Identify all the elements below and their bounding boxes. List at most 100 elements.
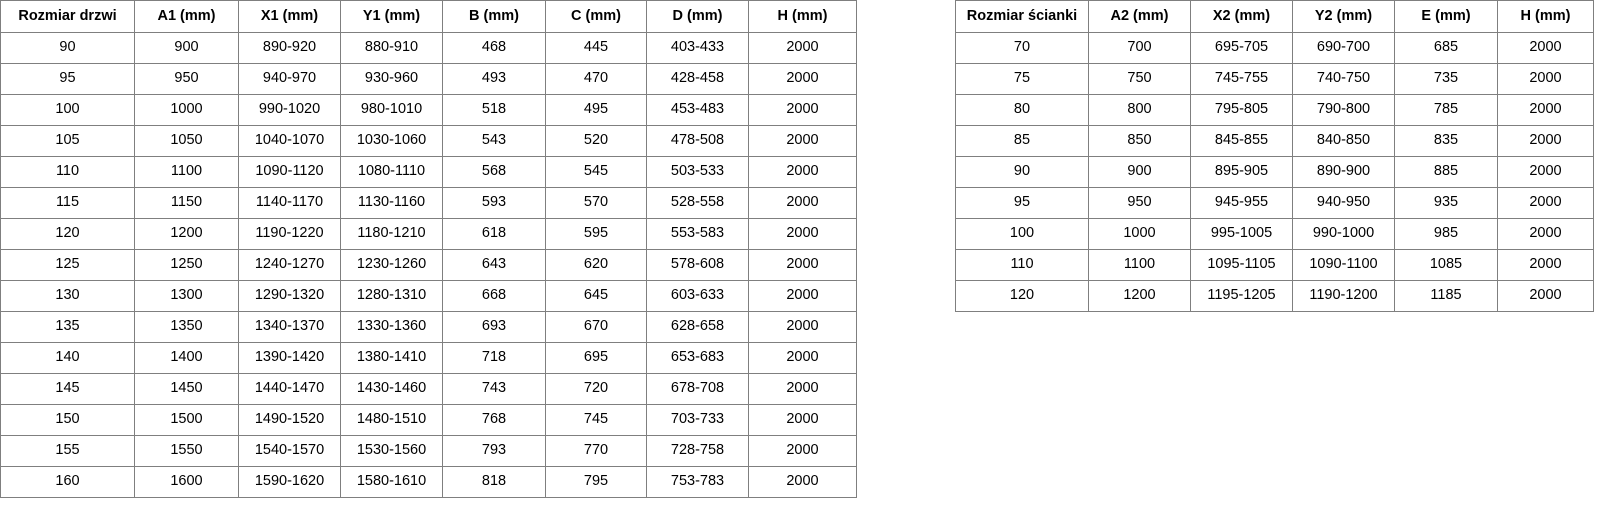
table-cell: 850: [1088, 125, 1191, 157]
table-cell: 570: [545, 187, 647, 219]
table-cell: 95: [0, 63, 135, 95]
table-cell: 115: [0, 187, 135, 219]
table-cell: 2000: [748, 94, 857, 126]
table-cell: 745-755: [1190, 63, 1293, 95]
table-cell: 643: [442, 249, 546, 281]
table-cell: 1095-1105: [1190, 249, 1293, 281]
table-cell: 740-750: [1292, 63, 1395, 95]
table-cell: 105: [0, 125, 135, 157]
table-cell: 1290-1320: [238, 280, 341, 312]
table-cell: 120: [955, 280, 1089, 312]
table-cell: 110: [955, 249, 1089, 281]
table-cell: 950: [1088, 187, 1191, 219]
table-cell: 468: [442, 32, 546, 64]
table-cell: 2000: [748, 249, 857, 281]
table-cell: 1350: [134, 311, 239, 343]
table-cell: 110: [0, 156, 135, 188]
table-cell: 1190-1220: [238, 218, 341, 250]
table-cell: 718: [442, 342, 546, 374]
table-cell: 800: [1088, 94, 1191, 126]
table-cell: 1480-1510: [340, 404, 443, 436]
table-cell: 900: [134, 32, 239, 64]
table-cell: 985: [1394, 218, 1498, 250]
wall-column-header-2: X2 (mm): [1190, 0, 1293, 33]
table-cell: 950: [134, 63, 239, 95]
table-row: 130 1300 1290-1320 1280-1310 668 645 603-633 20…: [0, 280, 857, 312]
table-cell: 753-783: [646, 466, 749, 498]
table-cell: 645: [545, 280, 647, 312]
table-cell: 2000: [748, 32, 857, 64]
table-row: 135 1350 1340-1370 1330-1360 693 670 628-658 20…: [0, 311, 857, 343]
table-cell: 520: [545, 125, 647, 157]
table-cell: 1300: [134, 280, 239, 312]
table-cell: 493: [442, 63, 546, 95]
table-cell: 2000: [1497, 94, 1594, 126]
table-cell: 2000: [1497, 187, 1594, 219]
table-cell: 1230-1260: [340, 249, 443, 281]
table-row: 85 850 845-855 840-850 835 2000: [955, 125, 1594, 157]
table-cell: 568: [442, 156, 546, 188]
table-cell: 2000: [1497, 32, 1594, 64]
table-cell: 578-608: [646, 249, 749, 281]
table-cell: 403-433: [646, 32, 749, 64]
table-cell: 135: [0, 311, 135, 343]
table-cell: 745: [545, 404, 647, 436]
table-cell: 695: [545, 342, 647, 374]
table-cell: 1250: [134, 249, 239, 281]
table-cell: 1185: [1394, 280, 1498, 312]
door-size-table: Rozmiar drzwi A1 (mm) X1 (mm) Y1 (mm) B (mm)…: [0, 0, 857, 498]
table-cell: 1000: [1088, 218, 1191, 250]
table-row: 120 1200 1195-1205 1190-1200 1185 2000: [955, 280, 1594, 312]
table-row: 120 1200 1190-1220 1180-1210 618 595 553-583 20…: [0, 218, 857, 250]
table-cell: 1550: [134, 435, 239, 467]
table-header-row: Rozmiar ścianki A2 (mm) X2 (mm) Y2 (mm) E (m…: [955, 0, 1594, 33]
table-row: 75 750 745-755 740-750 735 2000: [955, 63, 1594, 95]
table-cell: 545: [545, 156, 647, 188]
table-cell: 2000: [748, 156, 857, 188]
table-cell: 1200: [134, 218, 239, 250]
table-cell: 2000: [748, 280, 857, 312]
table-cell: 2000: [748, 342, 857, 374]
table-cell: 618: [442, 218, 546, 250]
table-cell: 1500: [134, 404, 239, 436]
table-cell: 1000: [134, 94, 239, 126]
table-cell: 1450: [134, 373, 239, 405]
table-cell: 2000: [748, 187, 857, 219]
door-column-header-0: Rozmiar drzwi: [0, 0, 135, 33]
table-cell: 930-960: [340, 63, 443, 95]
table-cell: 75: [955, 63, 1089, 95]
table-cell: 678-708: [646, 373, 749, 405]
table-cell: 1530-1560: [340, 435, 443, 467]
door-column-header-3: Y1 (mm): [340, 0, 443, 33]
table-cell: 1130-1160: [340, 187, 443, 219]
table-cell: 2000: [1497, 125, 1594, 157]
table-cell: 935: [1394, 187, 1498, 219]
wall-column-header-4: E (mm): [1394, 0, 1498, 33]
table-cell: 1540-1570: [238, 435, 341, 467]
table-cell: 690-700: [1292, 32, 1395, 64]
door-column-header-6: D (mm): [646, 0, 749, 33]
table-cell: 670: [545, 311, 647, 343]
table-cell: 795: [545, 466, 647, 498]
table-cell: 145: [0, 373, 135, 405]
table-cell: 543: [442, 125, 546, 157]
table-row: 80 800 795-805 790-800 785 2000: [955, 94, 1594, 126]
table-row: 145 1450 1440-1470 1430-1460 743 720 678-708 20…: [0, 373, 857, 405]
table-cell: 595: [545, 218, 647, 250]
table-cell: 2000: [1497, 63, 1594, 95]
table-cell: 728-758: [646, 435, 749, 467]
door-table-body: 90 900 890-920 880-910 468 445 403-433 2000 95 95…: [0, 32, 857, 498]
door-column-header-4: B (mm): [442, 0, 546, 33]
table-cell: 880-910: [340, 32, 443, 64]
table-cell: 85: [955, 125, 1089, 157]
table-cell: 453-483: [646, 94, 749, 126]
table-row: 150 1500 1490-1520 1480-1510 768 745 703-733 20…: [0, 404, 857, 436]
table-cell: 1390-1420: [238, 342, 341, 374]
wall-column-header-5: H (mm): [1497, 0, 1594, 33]
table-cell: 1580-1610: [340, 466, 443, 498]
table-cell: 693: [442, 311, 546, 343]
table-cell: 2000: [748, 125, 857, 157]
table-cell: 940-970: [238, 63, 341, 95]
table-cell: 495: [545, 94, 647, 126]
table-cell: 593: [442, 187, 546, 219]
